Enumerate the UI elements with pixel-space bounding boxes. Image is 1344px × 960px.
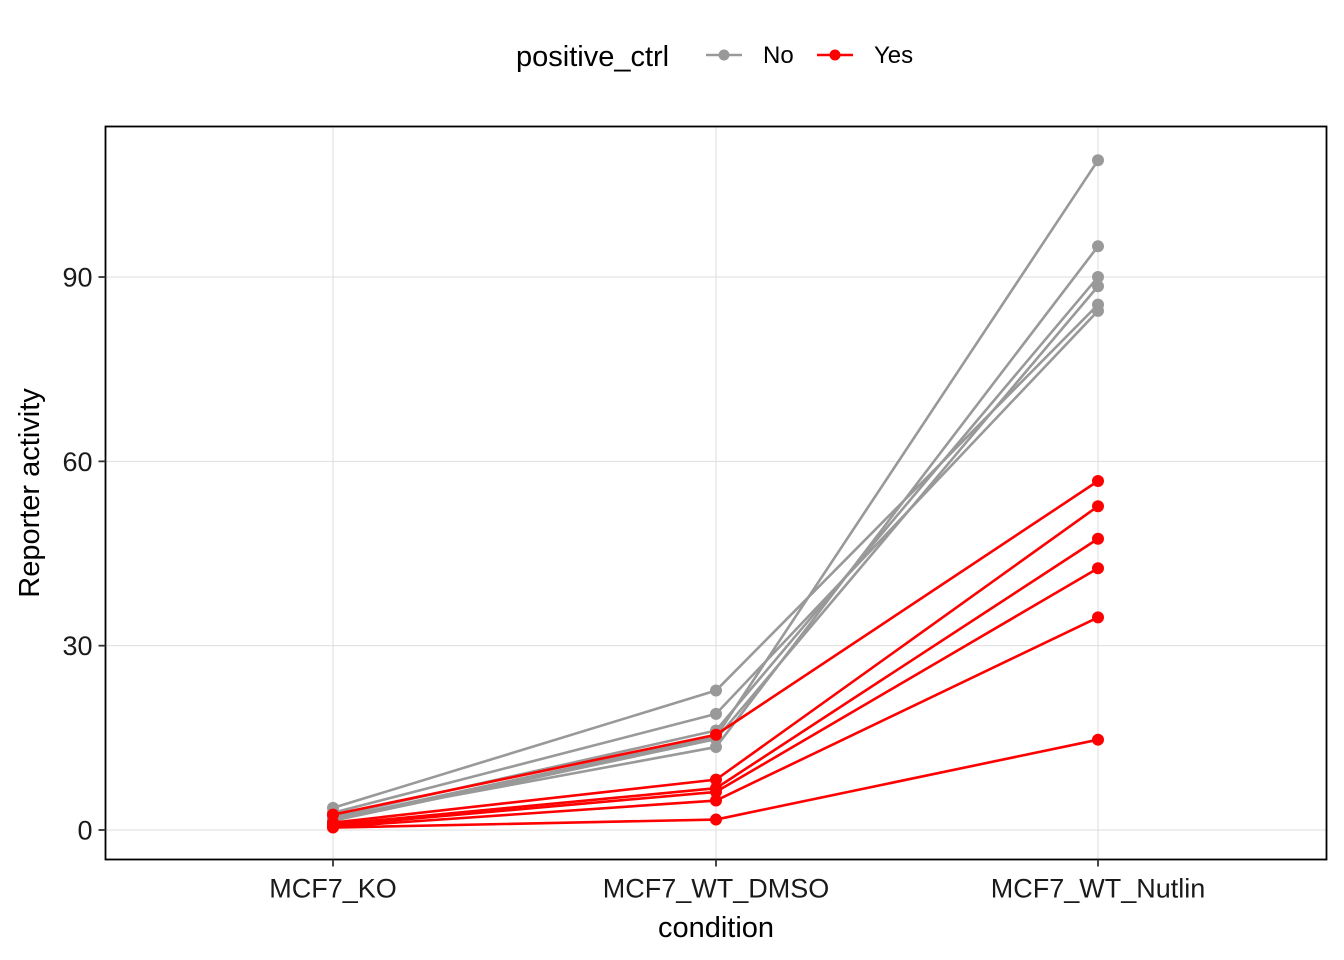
y-tick-label: 30: [62, 631, 92, 661]
y-axis: 0 30 60 90: [62, 263, 106, 846]
series-yes: [327, 733, 1104, 834]
data-point: [1092, 280, 1104, 293]
data-point: [1092, 240, 1104, 253]
legend: positive_ctrl No Yes: [516, 41, 913, 73]
data-point: [1092, 154, 1104, 167]
x-axis-title: condition: [658, 912, 774, 944]
legend-entry-yes: Yes: [817, 42, 913, 69]
y-axis-title: Reporter activity: [14, 388, 46, 598]
legend-key-no-point: [718, 49, 730, 61]
series-lines: [327, 154, 1104, 834]
legend-label-yes: Yes: [874, 42, 913, 69]
data-point: [710, 684, 722, 697]
data-point: [1092, 611, 1104, 624]
data-point: [710, 728, 722, 741]
y-tick-label: 60: [62, 447, 92, 477]
data-point: [1092, 304, 1104, 317]
x-tick-label: MCF7_KO: [269, 874, 397, 904]
data-point: [1092, 733, 1104, 746]
legend-entry-no: No: [706, 42, 794, 69]
data-point: [710, 773, 722, 786]
data-point: [1092, 271, 1104, 284]
data-point: [327, 821, 339, 834]
data-point: [710, 794, 722, 807]
y-tick-label: 90: [62, 263, 92, 293]
x-tick-label: MCF7_WT_DMSO: [603, 874, 830, 904]
data-point: [710, 785, 722, 798]
x-tick-label: MCF7_WT_Nutlin: [991, 874, 1206, 904]
legend-key-yes-point: [829, 49, 841, 61]
data-point: [710, 707, 722, 720]
data-point: [1092, 562, 1104, 575]
data-point: [1092, 475, 1104, 488]
data-point: [710, 813, 722, 826]
legend-title: positive_ctrl: [516, 41, 669, 73]
data-point: [1092, 500, 1104, 513]
y-tick-label: 0: [77, 816, 92, 846]
data-point: [1092, 532, 1104, 545]
x-axis: MCF7_KO MCF7_WT_DMSO MCF7_WT_Nutlin: [269, 859, 1206, 904]
series-no: [327, 298, 1104, 814]
legend-label-no: No: [763, 42, 794, 69]
